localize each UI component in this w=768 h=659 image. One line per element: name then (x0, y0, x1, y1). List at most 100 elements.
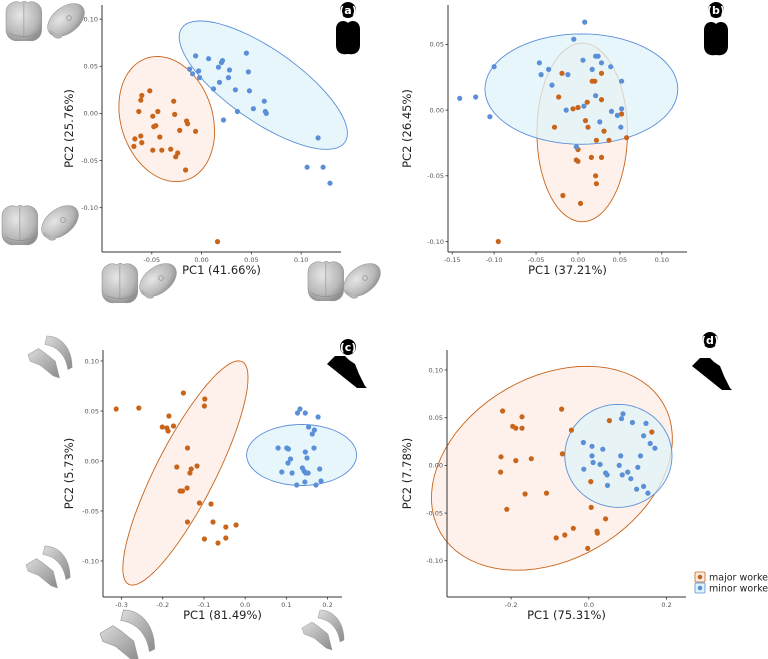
data-point-major (136, 405, 142, 411)
data-point-minor (287, 456, 294, 462)
y-axis-title: PC2 (26.45%) (400, 89, 414, 168)
x-tick-label: -0.05 (528, 256, 545, 264)
data-point-major (215, 540, 221, 546)
series-minor (275, 406, 324, 488)
data-point-minor (303, 470, 309, 476)
data-point-minor (616, 462, 622, 468)
data-point-minor (275, 445, 281, 451)
data-point-major (170, 423, 177, 429)
legend-dot-minor (697, 585, 703, 591)
data-point-minor (618, 124, 624, 130)
data-point-minor (628, 476, 634, 482)
data-point-major (132, 136, 138, 142)
data-point-minor (589, 443, 595, 449)
x-tick-label: 0.00 (194, 256, 208, 264)
data-point-major (585, 124, 591, 130)
data-point-minor (246, 88, 252, 94)
legend-item-major: major worker (694, 571, 768, 584)
mandible-specimen-bottom-center-image (99, 609, 155, 659)
data-point-major (113, 406, 119, 412)
data-point-minor (263, 110, 269, 116)
data-point-major (522, 491, 528, 497)
y-axis-title: PC2 (25.76%) (62, 89, 76, 168)
data-point-major (624, 135, 630, 141)
data-point-major (513, 425, 519, 431)
data-point-minor (302, 410, 308, 416)
data-point-major (155, 108, 161, 115)
data-point-minor (641, 433, 647, 439)
data-point-minor (538, 72, 544, 78)
data-point-minor (187, 66, 193, 72)
data-point-minor (618, 453, 624, 459)
y-tick-label: 0.05 (430, 41, 444, 49)
mandible-specimen-bottom-left-image (25, 545, 71, 589)
data-point-minor (598, 60, 605, 66)
data-point-minor (196, 68, 202, 74)
data-point-major (575, 104, 581, 111)
y-tick-label: -0.10 (427, 238, 444, 246)
data-point-major (131, 143, 137, 149)
data-point-major (603, 516, 609, 522)
data-point-minor (645, 490, 651, 496)
data-point-major (577, 200, 584, 206)
data-point-minor (619, 106, 625, 112)
data-point-minor (234, 108, 240, 115)
data-point-minor (285, 446, 291, 452)
data-point-minor (311, 427, 317, 433)
data-point-major (568, 427, 575, 433)
data-point-minor (226, 67, 233, 73)
data-point-minor (580, 439, 587, 446)
data-point-minor (635, 464, 641, 470)
data-point-minor (597, 461, 603, 467)
y-tick-label: -0.10 (82, 557, 99, 565)
data-point-major (174, 464, 180, 470)
data-point-major (214, 239, 221, 245)
ellipses (484, 33, 679, 223)
data-point-major (588, 154, 595, 160)
legend-label-minor: minor worker (709, 584, 768, 595)
mandible-silhouette-icon (327, 356, 367, 388)
x-tick-label: -0.15 (444, 256, 461, 264)
data-point-major (588, 504, 594, 510)
data-point-minor (215, 64, 222, 70)
data-point-minor (618, 416, 625, 422)
x-tick-label: 0.1 (281, 601, 291, 609)
data-point-minor (225, 75, 232, 81)
y-tick-label: -0.10 (426, 557, 443, 565)
panel-tag-badge (340, 2, 356, 18)
y-tick-label: -0.05 (427, 172, 444, 180)
data-point-minor (608, 108, 615, 114)
data-point-major (171, 98, 177, 104)
mandible-silhouette-icon (692, 358, 732, 390)
data-point-minor (190, 71, 196, 77)
data-point-major (495, 238, 501, 245)
x-tick-label: 0.10 (655, 256, 669, 264)
x-axis-title: PC1 (41.66%) (182, 263, 261, 277)
data-point-minor (243, 50, 249, 56)
data-point-major (562, 532, 568, 538)
series-major (113, 390, 239, 546)
data-point-major (575, 158, 581, 164)
ellipses (118, 20, 348, 183)
data-point-major (498, 469, 504, 475)
data-point-major (185, 121, 191, 127)
data-point-major (551, 124, 558, 130)
data-point-minor (294, 410, 301, 416)
x-tick-label: 0.0 (584, 601, 594, 609)
data-point-minor (279, 469, 285, 475)
head-specimen-bottom-left-image (1, 198, 85, 246)
data-point-minor (597, 119, 603, 125)
data-point-major (187, 470, 193, 476)
data-point-major (553, 535, 559, 541)
data-point-minor (311, 445, 317, 451)
confidence-ellipse-major (118, 56, 216, 183)
data-point-minor (320, 164, 326, 170)
data-point-major (184, 519, 191, 525)
x-tick-label: 0.10 (294, 256, 308, 264)
data-point-major (528, 456, 534, 462)
panel-tag: (a) (339, 2, 357, 18)
x-tick-label: -0.1 (198, 601, 211, 609)
data-point-major (519, 414, 525, 420)
panel-tag-badge (708, 2, 724, 18)
